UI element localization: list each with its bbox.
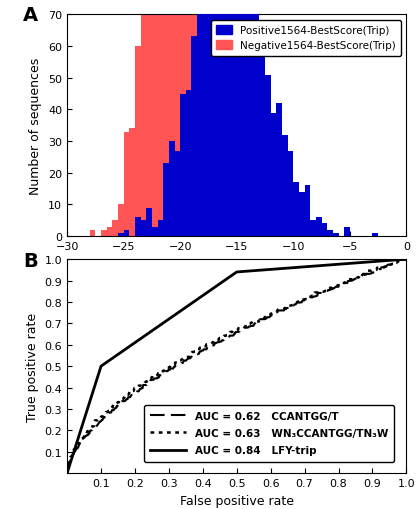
Bar — [305, 186, 310, 237]
Bar — [90, 231, 96, 237]
Bar — [112, 221, 118, 237]
Bar — [271, 114, 277, 237]
Bar — [152, 227, 158, 237]
Bar — [175, 0, 180, 237]
Bar — [197, 81, 203, 237]
Bar — [322, 224, 327, 237]
Bar — [282, 135, 288, 237]
Bar — [180, 0, 186, 237]
Bar — [129, 129, 135, 237]
Bar — [191, 0, 197, 237]
Bar — [135, 218, 141, 237]
Bar — [277, 104, 282, 237]
Bar — [141, 221, 146, 237]
Bar — [299, 192, 305, 237]
Bar — [259, 50, 265, 237]
Legend: Positive1564-BestScore(Trip), Negative1564-BestScore(Trip): Positive1564-BestScore(Trip), Negative15… — [211, 20, 401, 56]
Bar — [146, 208, 152, 237]
Bar — [203, 177, 209, 237]
Y-axis label: Number of sequences: Number of sequences — [29, 58, 42, 194]
Bar — [265, 75, 271, 237]
Bar — [152, 0, 158, 237]
Bar — [158, 0, 163, 237]
Bar — [288, 151, 293, 237]
Bar — [118, 205, 124, 237]
Bar — [372, 234, 378, 237]
Bar — [333, 234, 339, 237]
Bar — [293, 183, 299, 237]
Text: B: B — [23, 251, 38, 270]
Bar — [214, 0, 220, 237]
Bar — [214, 202, 220, 237]
Bar — [186, 0, 191, 237]
X-axis label: False positive rate: False positive rate — [180, 494, 294, 507]
Bar — [231, 234, 237, 237]
Bar — [191, 37, 197, 237]
Bar — [243, 0, 248, 237]
Bar — [146, 0, 152, 237]
Bar — [169, 0, 175, 237]
Bar — [163, 0, 169, 237]
Bar — [124, 231, 129, 237]
Bar — [237, 0, 242, 237]
Bar — [180, 94, 186, 237]
Bar — [220, 0, 225, 237]
Bar — [175, 151, 180, 237]
Bar — [220, 227, 225, 237]
Bar — [141, 0, 146, 237]
Bar — [344, 227, 350, 237]
Bar — [203, 0, 209, 237]
Bar — [248, 0, 254, 237]
X-axis label: Score: Score — [219, 257, 254, 270]
Bar — [118, 234, 124, 237]
Bar — [163, 164, 169, 237]
Bar — [101, 231, 107, 237]
Text: A: A — [23, 7, 38, 25]
Y-axis label: True positive rate: True positive rate — [26, 312, 39, 421]
Bar — [237, 234, 242, 237]
Bar — [254, 15, 259, 237]
Bar — [135, 47, 141, 237]
Bar — [107, 227, 112, 237]
Bar — [310, 221, 316, 237]
Bar — [186, 91, 191, 237]
Bar — [197, 3, 203, 237]
Bar — [124, 132, 129, 237]
Legend: AUC = 0.62   CCANTGG/T, AUC = 0.63   WN₃CCANTGG/TN₃W, AUC = 0.84   LFY-trip: AUC = 0.62 CCANTGG/T, AUC = 0.63 WN₃CCAN… — [144, 405, 394, 462]
Bar — [158, 221, 163, 237]
Bar — [169, 142, 175, 237]
Bar — [225, 0, 231, 237]
Bar — [316, 218, 322, 237]
Bar — [209, 0, 214, 237]
Bar — [231, 0, 237, 237]
Bar — [209, 195, 214, 237]
Bar — [327, 231, 333, 237]
